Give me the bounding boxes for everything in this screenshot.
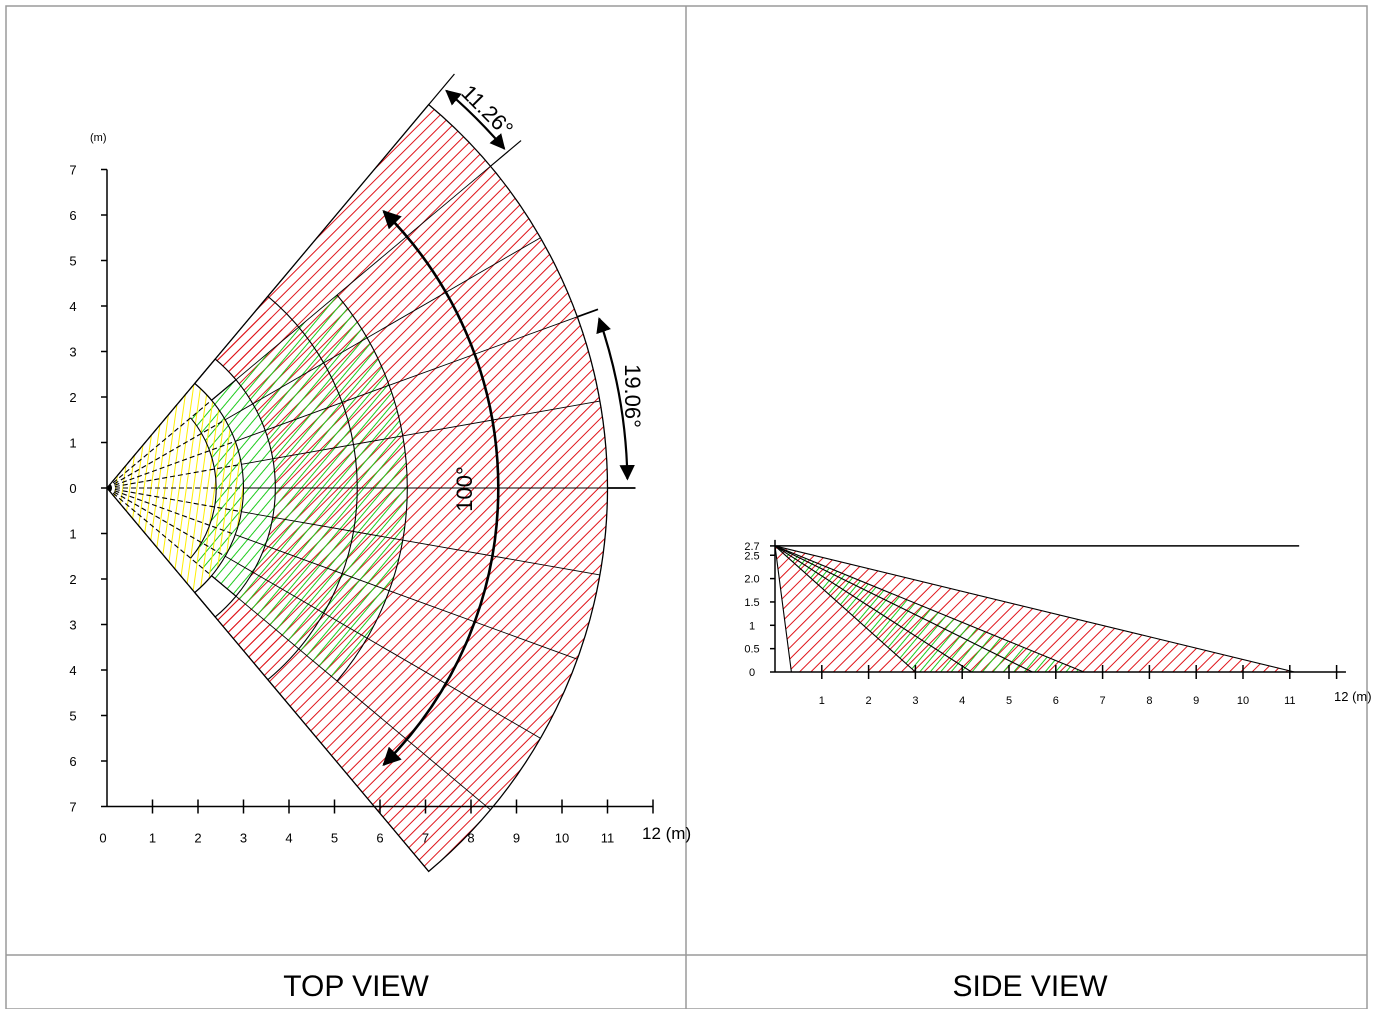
top-y-tick-label: 2 [69, 390, 76, 405]
zone-corner-upper [215, 306, 289, 380]
top-y-tick-label: 5 [69, 709, 76, 724]
angle-arc-edge [445, 89, 506, 150]
side-y-tick-label: 0 [749, 667, 755, 679]
top-x-tick-label: 6 [376, 831, 383, 846]
side-x-tick-label: 11 [1284, 695, 1295, 707]
edge-extension-line [490, 140, 522, 167]
side-y-tick-label: 2.7 [744, 541, 759, 553]
top-view-angle-annotations [428, 73, 636, 489]
beam-line-far [194, 104, 430, 384]
side-x-tick-label: 5 [1006, 695, 1012, 707]
beam-line-near [106, 487, 236, 536]
beam-line-near [106, 487, 212, 577]
beam-line-far [211, 575, 491, 811]
angle-arc-beam [596, 317, 635, 481]
top-y-tick-label: 2 [69, 572, 76, 587]
top-view-x-end-label: 12 (m) [642, 824, 691, 843]
top-y-tick-label: 5 [69, 254, 76, 269]
top-x-tick-label: 11 [601, 831, 615, 846]
top-y-tick-label: 7 [69, 800, 76, 815]
side-y-tick-label: 0.5 [744, 644, 759, 656]
side-x-tick-label: 7 [1100, 695, 1106, 707]
top-x-tick-label: 1 [149, 831, 156, 846]
angle-arc-total [382, 210, 500, 766]
top-x-tick-label: 10 [555, 831, 569, 846]
side-x-tick-label: 6 [1053, 695, 1059, 707]
side-view-zones [774, 545, 1300, 673]
side-x-tick-label: 9 [1193, 695, 1199, 707]
top-view-y-unit: (m) [90, 132, 107, 144]
top-y-tick-label: 3 [69, 345, 76, 360]
top-x-tick-label: 5 [331, 831, 338, 846]
side-x-tick-label: 3 [912, 695, 918, 707]
top-y-tick-label: 1 [69, 436, 76, 451]
side-y-tick-label: 2.0 [744, 574, 759, 586]
top-x-tick-label: 9 [513, 831, 520, 846]
top-x-tick-label: 7 [422, 831, 429, 846]
beam-line-far [211, 165, 491, 401]
beam-line-near [106, 399, 212, 489]
side-view-x-end-label: 12 (m) [1334, 689, 1372, 704]
top-x-tick-label: 2 [194, 831, 201, 846]
beam-line-near [106, 487, 242, 513]
panel-frame [5, 5, 1368, 1009]
angle-label-beam: 19.06° [620, 364, 645, 428]
beam-line-far [235, 534, 578, 660]
top-y-tick-label: 4 [69, 663, 76, 678]
top-y-tick-label: 3 [69, 618, 76, 633]
side-x-tick-label: 2 [866, 695, 872, 707]
beam-line-near [106, 487, 226, 557]
side-x-tick-label: 8 [1146, 695, 1152, 707]
top-view-beam-lines [106, 103, 609, 873]
angle-label-edge: 11.26° [456, 80, 518, 142]
top-y-tick-label: 4 [69, 299, 76, 314]
beam-line-near [106, 463, 242, 489]
edge-extension-line [428, 73, 455, 105]
top-y-tick-label: 6 [69, 754, 76, 769]
top-y-tick-label: 0 [69, 481, 76, 496]
top-x-tick-label: 3 [240, 831, 247, 846]
zone-corner-lower [215, 596, 289, 670]
top-x-tick-label: 0 [99, 831, 106, 846]
beam-line-near [106, 419, 226, 489]
top-x-tick-label: 8 [467, 831, 474, 846]
side-x-tick-label: 4 [959, 695, 965, 707]
side-view-caption: SIDE VIEW [952, 970, 1108, 1003]
beam-line-far [241, 511, 600, 576]
side-x-tick-label: 1 [819, 695, 825, 707]
side-view-diagram: 2.72.5 2.0 1.5 1 0.5 0 1 2 3 4 5 6 7 8 9 10 11 12 (m) SI… [744, 539, 1372, 1003]
beam-line-near [106, 487, 196, 593]
beam-line-far [241, 400, 600, 465]
top-y-tick-label: 7 [69, 163, 76, 178]
top-view-caption: TOP VIEW [283, 970, 429, 1003]
beam-line-near [106, 383, 196, 489]
side-beam-line [774, 545, 972, 673]
range-arc [190, 417, 217, 559]
top-y-tick-label: 6 [69, 208, 76, 223]
side-beam-line [774, 545, 1033, 673]
side-x-tick-label: 10 [1237, 695, 1249, 707]
beam-line-near [106, 440, 236, 489]
top-y-tick-label: 1 [69, 527, 76, 542]
side-y-tick-label: 1.5 [744, 597, 759, 609]
side-y-tick-label: 2.5 [744, 550, 759, 562]
angle-label-total: 100° [452, 466, 477, 512]
top-x-tick-label: 4 [285, 831, 292, 846]
side-view-axes: 2.72.5 2.0 1.5 1 0.5 0 1 2 3 4 5 6 7 8 9 10 11 [744, 539, 1346, 707]
side-y-tick-label: 1 [749, 620, 755, 632]
beam-extension-line [577, 308, 599, 318]
beam-line-far [194, 592, 430, 872]
beam-line-far [235, 316, 578, 442]
